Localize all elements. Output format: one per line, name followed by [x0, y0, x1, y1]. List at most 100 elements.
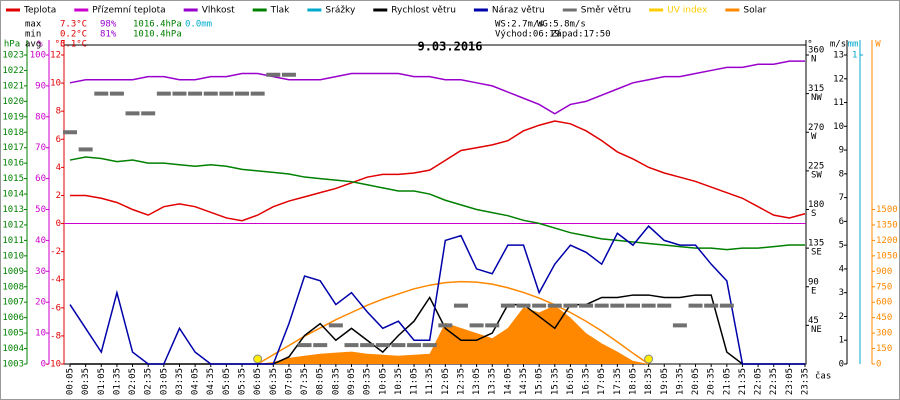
direction-dash: [500, 303, 515, 308]
direction-dash: [235, 91, 250, 96]
y-tick-label: 1014: [2, 190, 24, 200]
y-tick-label: 1200: [876, 236, 898, 246]
y-tick-label: E: [811, 286, 816, 296]
direction-dash: [109, 91, 124, 96]
direction-dash: [594, 303, 609, 308]
x-tick-label: 20:05: [691, 368, 701, 395]
y-tick-label: SW: [811, 170, 822, 180]
stat-label: avg: [25, 40, 41, 50]
x-tick-label: 01:35: [112, 368, 122, 395]
x-tick-label: 14:35: [519, 368, 529, 395]
wind-stat: WG:5.8m/s: [537, 20, 586, 30]
y-tick-label: 900: [876, 267, 892, 277]
direction-dash: [516, 303, 531, 308]
x-axis-title: čas: [815, 371, 831, 382]
y-tick-label: 225: [808, 161, 824, 171]
x-tick-label: 11:05: [410, 368, 420, 395]
direction-dash: [219, 91, 234, 96]
y-tick-label: 1020: [2, 97, 24, 107]
solar-area: [70, 305, 805, 364]
stat-value: 98%: [100, 20, 117, 30]
y-tick-label: 360: [808, 46, 824, 56]
y-tick-label: 1005: [2, 329, 24, 339]
y-tick-label: 0: [56, 219, 61, 229]
y-tick-label: 1018: [2, 128, 24, 138]
stat-value: 81%: [100, 30, 117, 40]
y-tick-label: 1006: [2, 313, 24, 323]
y-tick-label: W: [811, 132, 817, 142]
y-tick-label: 1350: [876, 220, 898, 230]
x-tick-label: 15:05: [535, 368, 545, 395]
x-tick-label: 12:05: [441, 368, 451, 395]
direction-dash: [610, 303, 625, 308]
x-tick-label: 21:35: [738, 368, 748, 395]
y-tick-label: 0: [41, 360, 46, 370]
y-tick-label: 9: [839, 146, 844, 156]
stat-value: 0.0mm: [185, 20, 212, 30]
series-line: [69, 225, 805, 365]
x-tick-label: 05:05: [222, 368, 232, 395]
y-tick-label: 315: [808, 84, 824, 94]
x-tick-label: 03:05: [159, 368, 169, 395]
stat-value: 1010.4hPa: [133, 30, 182, 40]
y-tick-label: 1022: [2, 66, 24, 76]
x-tick-label: 00:05: [66, 368, 76, 395]
y-tick-label: 1003: [2, 360, 24, 370]
y-tick-label: 4: [839, 264, 844, 274]
x-tick-label: 16:05: [566, 368, 576, 395]
y-tick-label: 1500: [876, 205, 898, 215]
y-tick-label: N: [811, 55, 816, 65]
x-tick-label: 04:05: [191, 368, 201, 395]
direction-dash: [657, 303, 672, 308]
series-line: [70, 294, 805, 365]
direction-dash: [532, 303, 547, 308]
y-tick-label: 4: [56, 163, 61, 173]
y-tick-label: 60: [35, 174, 46, 184]
direction-dash: [625, 303, 640, 308]
legend-label: Rychlost větru: [391, 6, 456, 16]
direction-dash: [203, 91, 218, 96]
x-tick-label: 21:05: [722, 368, 732, 395]
axis-unit: °C: [55, 40, 66, 50]
x-tick-label: 20:35: [707, 368, 717, 395]
direction-dash: [328, 323, 343, 328]
y-tick-label: 135: [808, 239, 824, 249]
y-tick-label: 1012: [2, 220, 24, 230]
direction-dash: [125, 111, 140, 116]
legend-label: Solar: [743, 6, 766, 16]
sun-marker: [253, 354, 263, 364]
y-tick-label: 10: [50, 79, 61, 89]
x-tick-label: 04:35: [206, 368, 216, 395]
y-tick-label: 11: [833, 98, 844, 108]
x-tick-label: 13:35: [488, 368, 498, 395]
x-tick-label: 17:05: [597, 368, 607, 395]
direction-dash: [156, 91, 171, 96]
y-tick-label: 10: [833, 122, 844, 132]
x-tick-label: 13:05: [472, 368, 482, 395]
y-tick-label: 1008: [2, 282, 24, 292]
direction-dash: [375, 343, 390, 348]
y-tick-label: S: [811, 209, 816, 219]
y-tick-label: -8: [50, 331, 61, 341]
y-tick-label: 2: [839, 312, 844, 322]
legend-label: Tlak: [270, 6, 291, 16]
y-tick-label: 5: [839, 241, 844, 251]
direction-dash: [547, 303, 562, 308]
y-tick-label: 100: [30, 51, 46, 61]
y-tick-label: 8: [839, 169, 844, 179]
axis-unit: mm: [848, 40, 859, 50]
direction-dash: [407, 343, 422, 348]
x-tick-label: 10:05: [378, 368, 388, 395]
axis-unit: W: [875, 40, 881, 50]
x-tick-label: 11:35: [425, 368, 435, 395]
wind-stat: WS:2.7m/s: [495, 20, 544, 30]
x-tick-label: 18:35: [644, 368, 654, 395]
sun-marker: [644, 354, 654, 364]
sun-time: Východ:06:19: [495, 30, 560, 40]
x-tick-label: 06:05: [253, 368, 263, 395]
y-tick-label: 45: [808, 316, 819, 326]
axis-unit: m/s: [830, 40, 846, 50]
y-tick-label: 7: [839, 193, 844, 203]
y-tick-label: 1016: [2, 159, 24, 169]
x-tick-label: 00:35: [81, 368, 91, 395]
